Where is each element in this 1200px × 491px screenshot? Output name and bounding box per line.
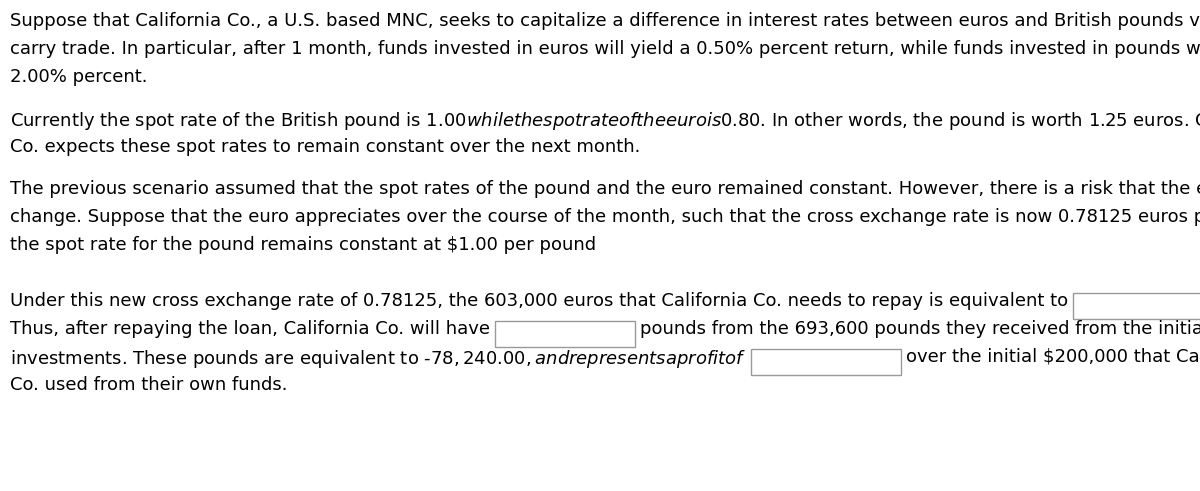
Text: the spot rate for the pound remains constant at $1.00 per pound: the spot rate for the pound remains cons… <box>10 236 596 254</box>
Text: change. Suppose that the euro appreciates over the course of the month, such tha: change. Suppose that the euro appreciate… <box>10 208 1200 226</box>
Text: investments. These pounds are equivalent to -$78,240.00, and represents a profit: investments. These pounds are equivalent… <box>10 348 746 370</box>
Bar <box>751 349 901 375</box>
Text: carry trade. In particular, after 1 month, funds invested in euros will yield a : carry trade. In particular, after 1 mont… <box>10 40 1200 58</box>
Text: Thus, after repaying the loan, California Co. will have: Thus, after repaying the loan, Californi… <box>10 320 490 338</box>
Text: over the initial $200,000 that California: over the initial $200,000 that Californi… <box>906 348 1200 366</box>
Text: Co. expects these spot rates to remain constant over the next month.: Co. expects these spot rates to remain c… <box>10 138 641 156</box>
Bar <box>1073 293 1200 319</box>
Text: pounds from the 693,600 pounds they received from the initial: pounds from the 693,600 pounds they rece… <box>640 320 1200 338</box>
Text: Currently the spot rate of the British pound is $1.00 while the spot rate of the: Currently the spot rate of the British p… <box>10 110 1200 132</box>
Text: Under this new cross exchange rate of 0.78125, the 603,000 euros that California: Under this new cross exchange rate of 0.… <box>10 292 1068 310</box>
Text: 2.00% percent.: 2.00% percent. <box>10 68 148 86</box>
Text: The previous scenario assumed that the spot rates of the pound and the euro rema: The previous scenario assumed that the s… <box>10 180 1200 198</box>
Text: Suppose that California Co., a U.S. based MNC, seeks to capitalize a difference : Suppose that California Co., a U.S. base… <box>10 12 1200 30</box>
Bar <box>496 321 635 347</box>
Text: Co. used from their own funds.: Co. used from their own funds. <box>10 376 288 394</box>
